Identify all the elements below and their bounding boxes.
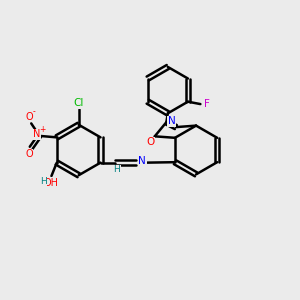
Text: +: + [39,125,45,134]
Text: -: - [32,108,35,117]
Text: N: N [138,156,146,167]
Text: F: F [204,99,210,109]
Text: N: N [168,116,176,126]
Text: O: O [25,149,33,159]
Text: O: O [146,137,155,147]
Text: OH: OH [44,178,59,188]
Text: N: N [34,129,41,140]
Text: O: O [25,112,33,122]
Text: H: H [40,177,47,186]
Text: Cl: Cl [74,98,84,108]
Text: H: H [113,165,120,174]
